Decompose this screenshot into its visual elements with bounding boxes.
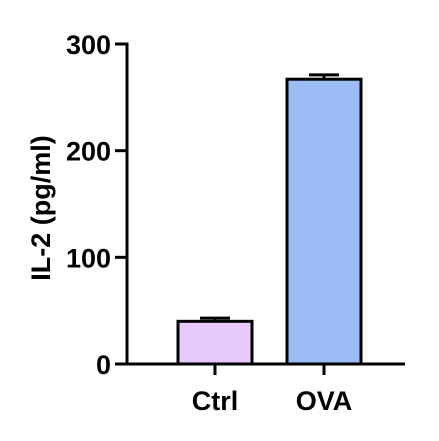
bar-ctrl (176, 319, 254, 366)
x-tick-label-ctrl: Ctrl (192, 386, 239, 416)
y-tick-label-300: 300 (66, 30, 111, 60)
y-tick-label-200: 200 (66, 137, 111, 167)
plot-area: Ctrl OVA 0 100 200 300 (66, 30, 405, 416)
y-axis-title: IL-2 (pg/ml) (26, 135, 56, 280)
x-tick-label-ova: OVA (296, 386, 353, 416)
y-tick-label-100: 100 (66, 243, 111, 273)
y-tick-label-0: 0 (96, 350, 111, 380)
bar-ova (285, 77, 363, 366)
